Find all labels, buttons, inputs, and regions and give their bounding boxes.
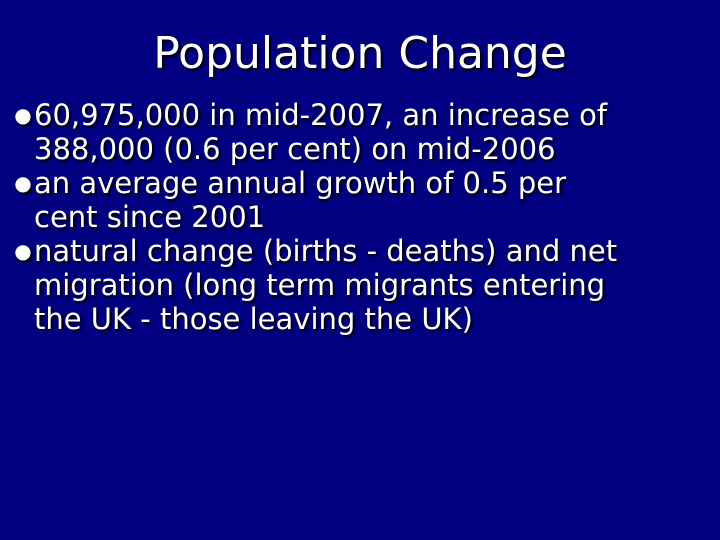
bullet-line: 388,000 (0.6 per cent) on mid-2006 <box>34 132 556 166</box>
bullet-line: natural change (births - deaths) and net <box>34 234 618 268</box>
bullet-item: ● 60,975,000 in mid-2007, an increase of… <box>12 98 712 166</box>
bullet-line: an average annual growth of 0.5 per <box>34 166 567 200</box>
bullet-line: migration (long term migrants entering <box>34 268 606 302</box>
bullet-item: ● natural change (births - deaths) and n… <box>12 234 712 336</box>
bullet-line: the UK - those leaving the UK) <box>34 302 473 336</box>
bullet-text: 60,975,000 in mid-2007, an increase of 3… <box>34 98 712 166</box>
bullet-list: ● 60,975,000 in mid-2007, an increase of… <box>12 98 712 336</box>
bullet-item: ● an average annual growth of 0.5 per ce… <box>12 166 712 234</box>
bullet-text: an average annual growth of 0.5 per cent… <box>34 166 712 234</box>
bullet-dot-icon: ● <box>14 103 32 127</box>
bullet-line: cent since 2001 <box>34 200 266 234</box>
bullet-line: 60,975,000 in mid-2007, an increase of <box>34 98 608 132</box>
bullet-dot-icon: ● <box>14 171 32 195</box>
bullet-text: natural change (births - deaths) and net… <box>34 234 712 336</box>
bullet-dot-icon: ● <box>14 239 32 263</box>
slide-title: Population Change <box>153 28 567 79</box>
